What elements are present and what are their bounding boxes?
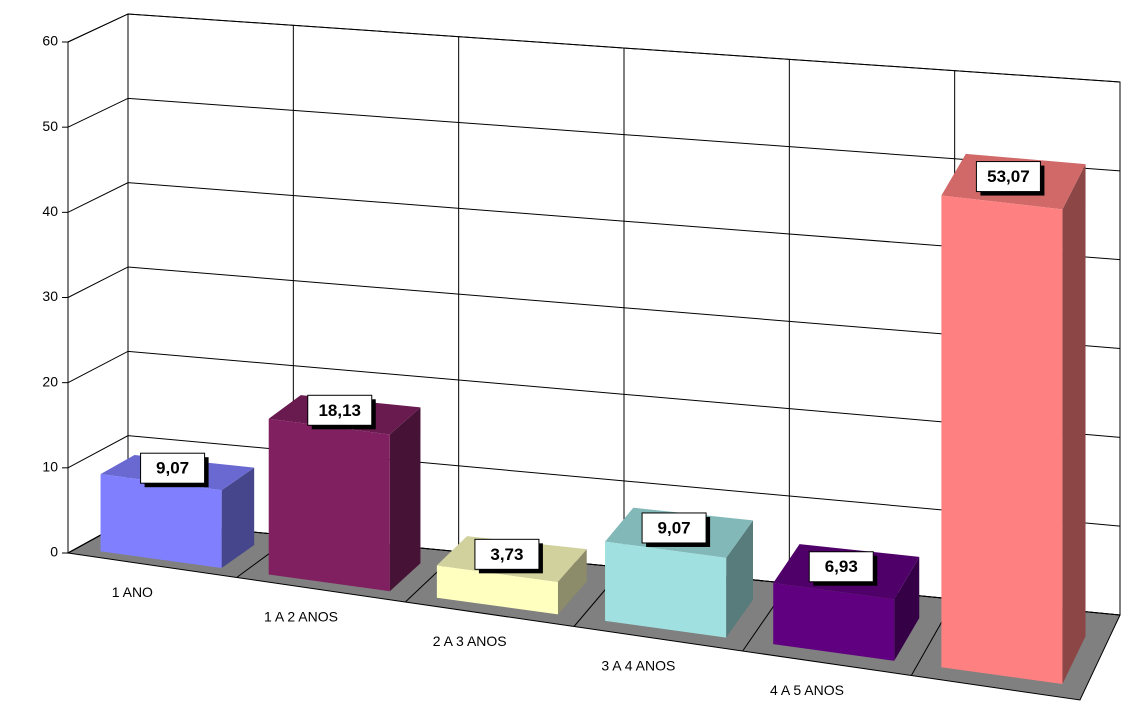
grid-line — [67, 97, 1121, 172]
value-label-box — [975, 161, 1041, 193]
bar-side — [1062, 164, 1086, 685]
value-label: 18,13 — [318, 401, 361, 420]
y-tick-label: 30 — [42, 288, 58, 304]
value-label: 9,07 — [658, 518, 691, 537]
y-tick-label: 10 — [42, 459, 58, 475]
value-label-box — [474, 538, 540, 570]
x-tick-label: 4 A 5 ANOS — [770, 682, 844, 698]
y-tick-label: 50 — [42, 118, 58, 134]
value-label-box — [307, 394, 373, 426]
grid-line — [67, 182, 1121, 261]
value-label: 3,73 — [490, 545, 523, 564]
bar — [605, 541, 727, 638]
value-label: 9,07 — [156, 459, 189, 478]
x-tick-label: 2 A 3 ANOS — [433, 633, 507, 649]
bar — [941, 195, 1063, 685]
bar-side — [726, 520, 753, 638]
value-label: 53,07 — [987, 167, 1030, 186]
x-tick-label: 1 ANO — [112, 584, 153, 600]
bar-side — [389, 407, 421, 592]
grid-line — [67, 266, 1121, 349]
grid-line — [67, 350, 1121, 438]
y-tick-label: 20 — [42, 373, 58, 389]
value-label-box — [140, 452, 206, 484]
bar-side — [221, 467, 255, 569]
bar-side — [894, 556, 920, 661]
y-tick-label: 60 — [42, 33, 58, 49]
bar — [436, 565, 558, 615]
bar — [773, 583, 895, 661]
x-tick-label: 3 A 4 ANOS — [601, 657, 675, 673]
bar — [100, 474, 222, 569]
grid-line — [67, 435, 1121, 527]
grid-line — [67, 13, 1121, 83]
bar-side — [557, 549, 587, 615]
value-label-box — [808, 551, 874, 583]
value-label-box — [641, 512, 707, 544]
value-label: 6,93 — [825, 557, 858, 576]
x-tick-label: 1 A 2 ANOS — [264, 608, 338, 624]
bar — [268, 418, 390, 592]
y-tick-label: 0 — [50, 544, 58, 560]
y-tick-label: 40 — [42, 203, 58, 219]
x-tick-label: MAIS DE 5 ANOS — [920, 706, 1032, 709]
